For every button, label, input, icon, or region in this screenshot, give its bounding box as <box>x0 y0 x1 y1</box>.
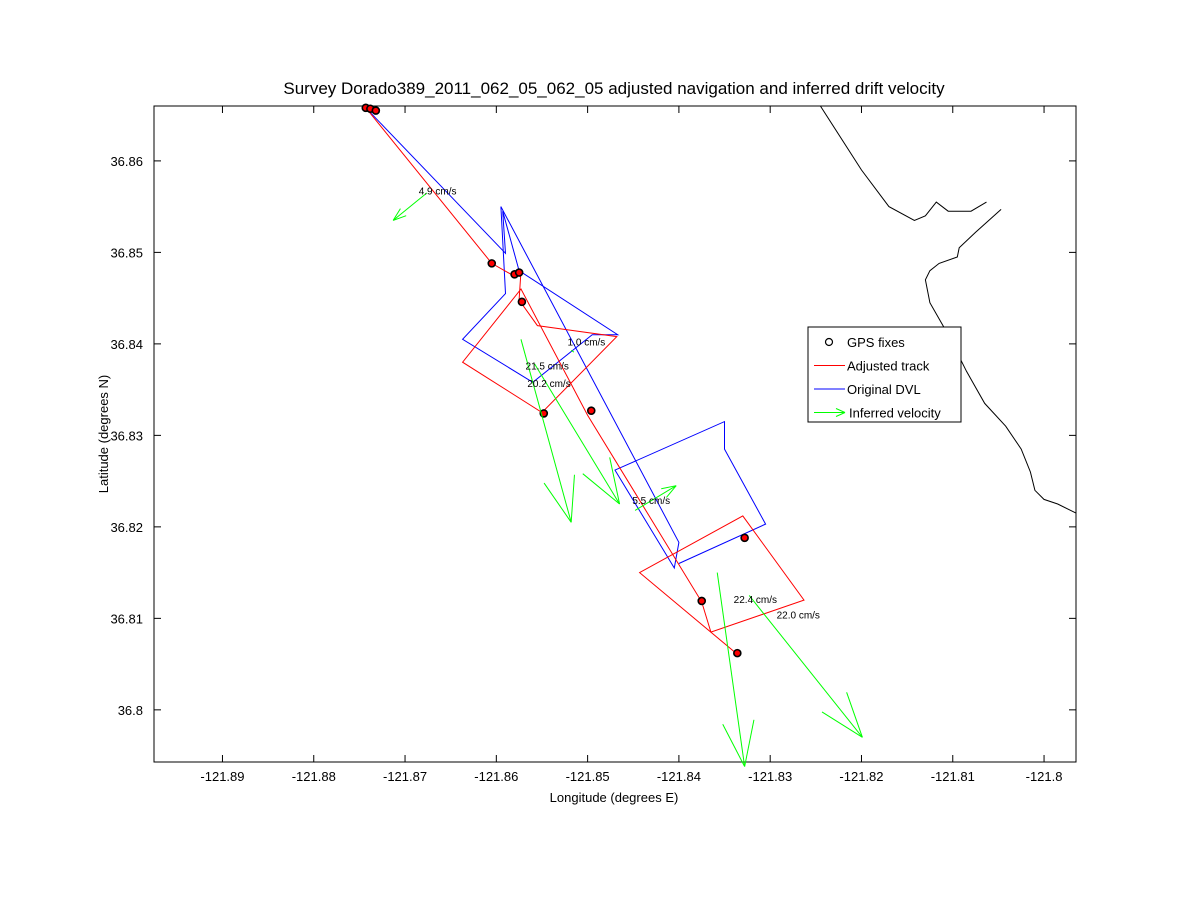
velocity-arrow-shaft <box>748 595 863 738</box>
legend: GPS fixes Adjusted track Original DVL Infer… <box>807 326 962 423</box>
x-tick-label: -121.84 <box>657 769 701 784</box>
gps-fix-marker <box>517 297 527 307</box>
y-tick-label: 36.83 <box>110 428 143 443</box>
velocity-arrow <box>716 572 755 767</box>
velocity-arrow-head <box>543 482 572 523</box>
legend-item: Adjusted track <box>814 359 930 374</box>
legend-label: Adjusted track <box>847 359 930 374</box>
chart-title: Survey Dorado389_2011_062_05_062_05 adju… <box>283 79 945 98</box>
x-tick-label: -121.83 <box>748 769 792 784</box>
legend-item: Original DVL <box>814 382 921 397</box>
plot-frame <box>153 105 1077 763</box>
original-dvl-line <box>365 107 767 570</box>
velocity-arrow-head <box>661 485 677 490</box>
velocity-arrow-head <box>744 719 755 767</box>
legend-swatch-gps <box>824 337 834 347</box>
legend-label: Inferred velocity <box>849 406 941 421</box>
velocity-arrow <box>748 595 863 738</box>
x-tick-label: -121.89 <box>200 769 244 784</box>
velocity-arrow-head <box>666 485 677 498</box>
x-tick-label: -121.85 <box>566 769 610 784</box>
gps-fix-marker <box>586 406 596 415</box>
y-tick-label: 36.85 <box>110 245 143 260</box>
velocity-arrow <box>570 349 575 353</box>
x-tick-label: -121.88 <box>292 769 336 784</box>
y-tick-label: 36.82 <box>110 520 143 535</box>
gps-fix-marker <box>371 106 381 115</box>
velocity-arrow <box>634 485 677 511</box>
gps-fix-marker <box>733 648 742 658</box>
x-tick-label: -121.8 <box>1026 769 1063 784</box>
velocity-label: 5.5 cm/s <box>632 496 670 507</box>
velocity-arrow-head <box>582 473 620 505</box>
velocity-label: 22.0 cm/s <box>777 610 820 621</box>
velocity-arrow <box>520 339 575 523</box>
velocity-arrow-head <box>570 474 575 523</box>
gps-fix-marker <box>740 533 749 543</box>
y-tick-label: 36.84 <box>110 337 143 352</box>
legend-swatch-arrow-head <box>835 408 846 413</box>
y-tick-label: 36.81 <box>110 611 143 626</box>
velocity-arrow-head <box>846 692 863 738</box>
velocity-arrow-shaft <box>392 192 428 221</box>
velocity-arrow-shaft <box>534 363 620 505</box>
legend-item: Inferred velocity <box>814 406 941 421</box>
x-tick-label: -121.82 <box>839 769 883 784</box>
velocity-arrow-head <box>722 723 746 767</box>
velocity-label: 4.9 cm/s <box>419 187 457 198</box>
coastline-line <box>819 105 987 221</box>
velocity-label: 1.0 cm/s <box>568 338 606 349</box>
legend-label: GPS fixes <box>847 335 905 350</box>
plot-area: 4.9 cm/s 1.0 cm/s 21.5 cm/s 20.2 cm/s 5.5 cm… <box>110 103 1077 784</box>
y-axis-label: Latitude (degrees N) <box>96 375 111 494</box>
gps-fix-marker <box>514 268 524 277</box>
velocity-arrow-head <box>393 215 407 221</box>
velocity-arrow-head <box>392 208 401 221</box>
x-tick-label: -121.87 <box>383 769 427 784</box>
velocity-label: 20.2 cm/s <box>527 379 570 390</box>
velocity-arrow <box>534 363 621 505</box>
velocity-arrow-shaft <box>570 349 575 353</box>
velocity-arrow-shaft <box>716 572 746 767</box>
velocity-arrow-shaft <box>634 485 677 511</box>
legend-swatch-arrow-head <box>835 412 846 417</box>
velocity-arrow-head <box>821 711 863 738</box>
legend-item: GPS fixes <box>824 335 905 350</box>
gps-fix-marker <box>697 596 707 606</box>
gps-fix-marker <box>487 259 497 268</box>
x-tick-label: -121.86 <box>474 769 518 784</box>
velocity-label: 22.4 cm/s <box>734 595 777 606</box>
velocity-label: 21.5 cm/s <box>526 361 569 372</box>
y-tick-label: 36.86 <box>110 154 143 169</box>
y-tick-label: 36.8 <box>118 703 143 718</box>
legend-label: Original DVL <box>847 382 921 397</box>
x-axis-label: Longitude (degrees E) <box>550 790 679 805</box>
velocity-arrow-head <box>609 457 621 505</box>
velocity-arrow <box>392 192 428 221</box>
x-tick-label: -121.81 <box>931 769 975 784</box>
velocity-arrow-shaft <box>520 339 572 523</box>
legend-box <box>807 326 962 423</box>
